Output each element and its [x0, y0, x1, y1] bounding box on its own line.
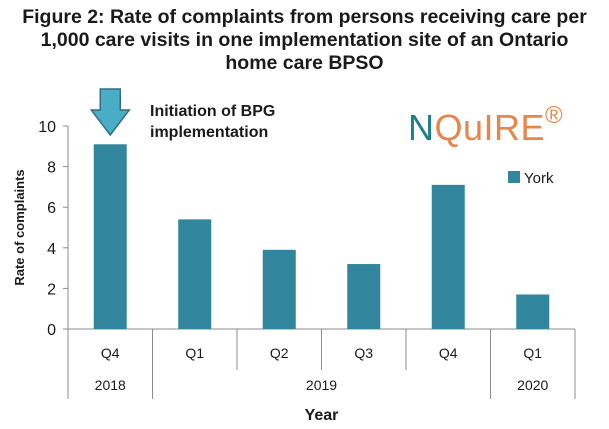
bar [93, 144, 127, 329]
x-tick-label: Q3 [354, 345, 373, 361]
x-year-label: 2019 [306, 377, 337, 393]
x-axis-title: Year [305, 407, 339, 424]
bar [431, 184, 465, 329]
bar [516, 294, 550, 329]
bar [347, 264, 381, 329]
axis-labels: 0 2 4 6 8 10 Q4 Q1 Q2 Q3 Q4 Q1 2018 2019 2020 Year Rate … [12, 119, 549, 424]
x-tick-label: Q4 [101, 345, 120, 361]
x-tick-label: Q4 [439, 345, 458, 361]
nquire-logo: NQuIRE® [408, 102, 564, 148]
y-tick-label: 10 [38, 119, 56, 136]
chart-title: Figure 2: Rate of complaints from person… [0, 6, 609, 75]
down-arrow-icon [89, 88, 131, 137]
axes [63, 125, 576, 399]
y-axis-title: Rate of complaints [12, 169, 27, 285]
y-tick-label: 2 [47, 281, 56, 298]
chart-title-line-1: Figure 2: Rate of complaints from person… [22, 6, 587, 28]
y-tick-label: 0 [47, 322, 56, 339]
bars [93, 144, 550, 329]
x-tick-label: Q1 [185, 345, 204, 361]
legend: York [508, 170, 554, 187]
bar [178, 219, 212, 329]
x-tick-label: Q2 [270, 345, 289, 361]
chart-title-line-3: home care BPSO [225, 52, 384, 74]
annotation-text: Initiation of BPG implementation [150, 101, 275, 143]
x-tick-label: Q1 [523, 345, 542, 361]
down-arrow-shape [89, 88, 131, 137]
legend-swatch [508, 171, 520, 183]
annotation-line-2: implementation [150, 124, 269, 141]
x-year-label: 2020 [517, 377, 548, 393]
legend-label: York [524, 170, 554, 187]
x-year-label: 2018 [95, 377, 126, 393]
y-tick-label: 4 [47, 241, 56, 258]
bar [262, 249, 296, 329]
y-tick-label: 8 [47, 160, 56, 177]
annotation-line-1: Initiation of BPG [150, 103, 276, 120]
y-tick-label: 6 [47, 200, 56, 217]
chart-title-line-2: 1,000 care visits in one implementation … [40, 29, 569, 51]
